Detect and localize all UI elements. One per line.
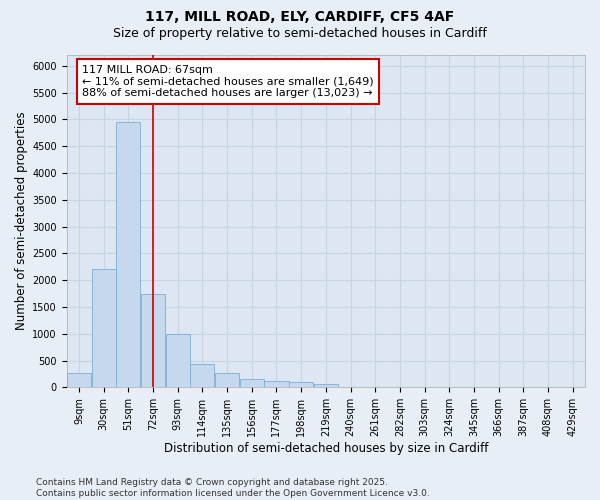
Text: 117, MILL ROAD, ELY, CARDIFF, CF5 4AF: 117, MILL ROAD, ELY, CARDIFF, CF5 4AF: [145, 10, 455, 24]
Bar: [289, 382, 313, 388]
Bar: [92, 270, 116, 388]
Bar: [190, 364, 214, 388]
Bar: [67, 373, 91, 388]
Bar: [363, 387, 387, 388]
Bar: [314, 384, 338, 388]
Bar: [265, 382, 289, 388]
Bar: [239, 379, 264, 388]
Text: Contains HM Land Registry data © Crown copyright and database right 2025.
Contai: Contains HM Land Registry data © Crown c…: [36, 478, 430, 498]
X-axis label: Distribution of semi-detached houses by size in Cardiff: Distribution of semi-detached houses by …: [164, 442, 488, 455]
Bar: [141, 294, 165, 388]
Bar: [388, 387, 412, 388]
Text: Size of property relative to semi-detached houses in Cardiff: Size of property relative to semi-detach…: [113, 28, 487, 40]
Text: 117 MILL ROAD: 67sqm
← 11% of semi-detached houses are smaller (1,649)
88% of se: 117 MILL ROAD: 67sqm ← 11% of semi-detac…: [82, 65, 374, 98]
Y-axis label: Number of semi-detached properties: Number of semi-detached properties: [15, 112, 28, 330]
Bar: [166, 334, 190, 388]
Bar: [116, 122, 140, 388]
Bar: [338, 387, 362, 388]
Bar: [215, 374, 239, 388]
